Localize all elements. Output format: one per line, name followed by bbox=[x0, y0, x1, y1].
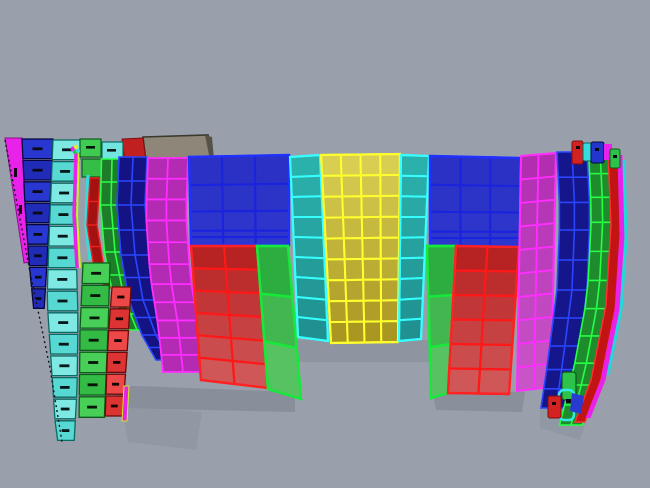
magenta-wedge-mark1[interactable] bbox=[14, 168, 17, 177]
yellow-grid-center[interactable] bbox=[319, 152, 402, 345]
tab-top-dot3[interactable] bbox=[613, 155, 617, 158]
shadow-center-band bbox=[288, 340, 436, 362]
swirl-dot-cyan[interactable] bbox=[76, 149, 80, 153]
magenta-sliver-right[interactable] bbox=[585, 155, 625, 418]
red-grid-right[interactable] bbox=[446, 244, 521, 396]
magenta-column-left[interactable] bbox=[145, 157, 204, 373]
shadow-right-band bbox=[432, 390, 525, 412]
tab-bottom-red[interactable] bbox=[547, 395, 562, 419]
tab-top-dot2[interactable] bbox=[595, 148, 599, 151]
gray-slab-side[interactable] bbox=[205, 135, 214, 160]
tab-top-green[interactable] bbox=[609, 148, 621, 169]
magenta-wedge-mark2[interactable] bbox=[19, 205, 22, 214]
cyan-sliver-right[interactable] bbox=[606, 160, 628, 375]
green-plate-stack[interactable] bbox=[78, 262, 111, 418]
bottom-sliver-left[interactable] bbox=[121, 385, 130, 422]
green-panel-left[interactable] bbox=[255, 244, 303, 401]
tab-top-red[interactable] bbox=[571, 140, 584, 165]
teal-column-right[interactable] bbox=[397, 153, 431, 343]
tab-bottom-dot2[interactable] bbox=[552, 402, 556, 405]
yellow-sliver-left[interactable] bbox=[76, 152, 81, 268]
tab-top-blue[interactable] bbox=[590, 141, 605, 164]
navy-ribbon-right[interactable] bbox=[540, 151, 591, 409]
blue-plate-stack[interactable] bbox=[21, 138, 54, 310]
tab-bottom-blue[interactable] bbox=[570, 393, 584, 414]
red-grid-left[interactable] bbox=[189, 244, 270, 390]
shadow-left-band bbox=[112, 385, 295, 412]
green-top-mark[interactable] bbox=[86, 146, 95, 149]
green-top-plate-b[interactable] bbox=[81, 158, 104, 178]
tab-top-magenta[interactable] bbox=[604, 144, 612, 160]
tab-bottom-dot1[interactable] bbox=[566, 399, 571, 403]
cyan-top-mark[interactable] bbox=[107, 149, 116, 152]
magenta-sliver-left[interactable] bbox=[72, 152, 79, 268]
blue-grid-left[interactable] bbox=[187, 153, 291, 247]
swirl-dot-yellow[interactable] bbox=[73, 144, 79, 150]
tab-top-dot1[interactable] bbox=[576, 146, 580, 149]
shadow-left-tip bbox=[122, 406, 202, 450]
blue-grid-right[interactable] bbox=[428, 154, 522, 248]
teal-column-left[interactable] bbox=[288, 153, 330, 343]
